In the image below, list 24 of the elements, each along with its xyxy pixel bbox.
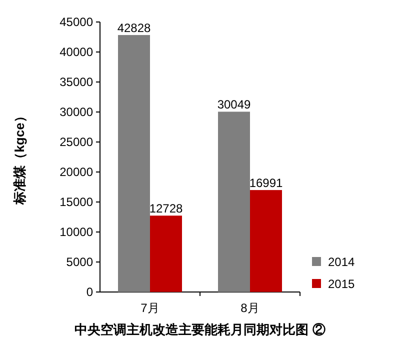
bar (150, 216, 182, 292)
y-tick-label: 20000 (60, 165, 94, 179)
y-tick-label: 5000 (66, 255, 94, 269)
y-tick-label: 45000 (60, 15, 94, 29)
data-label: 16991 (249, 176, 284, 190)
data-label: 30049 (217, 98, 252, 112)
data-label: 42828 (117, 21, 152, 36)
bar (118, 35, 150, 292)
data-label: 12728 (149, 202, 184, 216)
legend-label: 2015 (328, 277, 356, 291)
text: 中央空调主机改造主要能耗月同期对比图 ② (74, 322, 326, 337)
y-tick-label: 35000 (60, 75, 94, 89)
y-tick-label: 30000 (60, 105, 94, 119)
legend-label: 2014 (328, 255, 356, 269)
x-tick-label: 7月 (140, 301, 160, 315)
y-tick-label: 25000 (60, 135, 94, 149)
bar (250, 190, 282, 292)
bar (218, 112, 250, 292)
y-tick-label: 0 (86, 285, 94, 299)
y-tick-label: 15000 (60, 195, 94, 209)
y-tick-label: 10000 (60, 225, 94, 239)
y-axis-title: 标准煤（kgce） (12, 110, 27, 206)
y-tick-label: 40000 (60, 45, 94, 59)
x-tick-label: 8月 (240, 301, 260, 315)
